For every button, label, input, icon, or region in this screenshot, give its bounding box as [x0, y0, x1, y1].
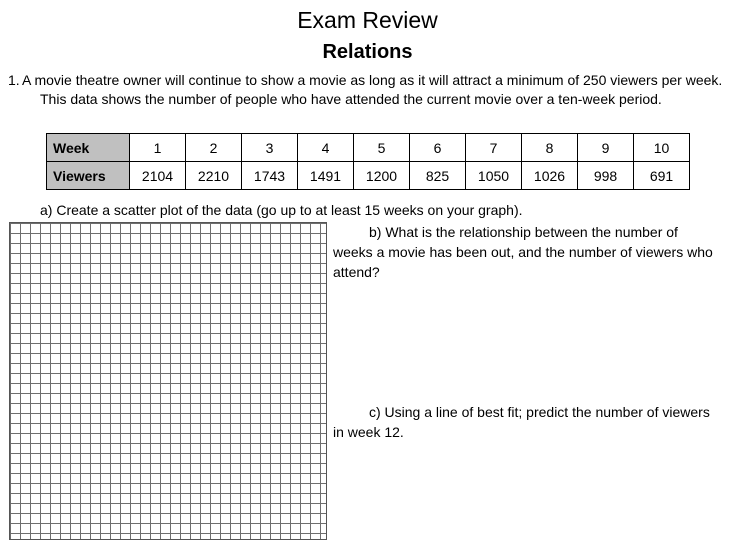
- part-b: b) What is the relationship between the …: [333, 222, 718, 282]
- table-cell: 10: [633, 133, 690, 162]
- table-row-week: Week 1 2 3 4 5 6 7 8 9 10: [46, 133, 690, 162]
- question-number: 1.: [8, 72, 20, 88]
- part-b-text: b) What is the relationship between the …: [333, 224, 713, 280]
- part-a-text: a) Create a scatter plot of the data (go…: [40, 202, 523, 218]
- table-cell: 2210: [185, 161, 242, 190]
- page-subtitle: Relations: [322, 41, 413, 63]
- part-c-text: c) Using a line of best fit; predict the…: [333, 404, 710, 440]
- table-row-viewers: Viewers 2104 2210 1743 1491 1200 825 105…: [46, 161, 690, 190]
- table-cell: 6: [409, 133, 466, 162]
- part-c: c) Using a line of best fit; predict the…: [333, 402, 718, 442]
- table-cell: 2104: [129, 161, 186, 190]
- table-cell: 5: [353, 133, 410, 162]
- question-text: A movie theatre owner will continue to s…: [22, 72, 723, 107]
- table-cell: 1050: [465, 161, 522, 190]
- table-cell: 691: [633, 161, 690, 190]
- table-cell: 1200: [353, 161, 410, 190]
- table-cell: 825: [409, 161, 466, 190]
- table-cell: 7: [465, 133, 522, 162]
- row-header-week: Week: [46, 133, 130, 162]
- table-cell: 8: [521, 133, 578, 162]
- table-cell: 3: [241, 133, 298, 162]
- table-cell: 1743: [241, 161, 298, 190]
- row-header-viewers: Viewers: [46, 161, 130, 190]
- table-cell: 1491: [297, 161, 354, 190]
- question-1: 1. A movie theatre owner will continue t…: [8, 71, 728, 109]
- table-cell: 1: [129, 133, 186, 162]
- table-cell: 4: [297, 133, 354, 162]
- graph-paper-grid: [9, 222, 327, 540]
- table-cell: 1026: [521, 161, 578, 190]
- data-table: Week 1 2 3 4 5 6 7 8 9 10 Viewers 2104 2…: [46, 133, 690, 190]
- page-title: Exam Review: [297, 7, 438, 33]
- table-cell: 998: [577, 161, 634, 190]
- table-cell: 9: [577, 133, 634, 162]
- table-cell: 2: [185, 133, 242, 162]
